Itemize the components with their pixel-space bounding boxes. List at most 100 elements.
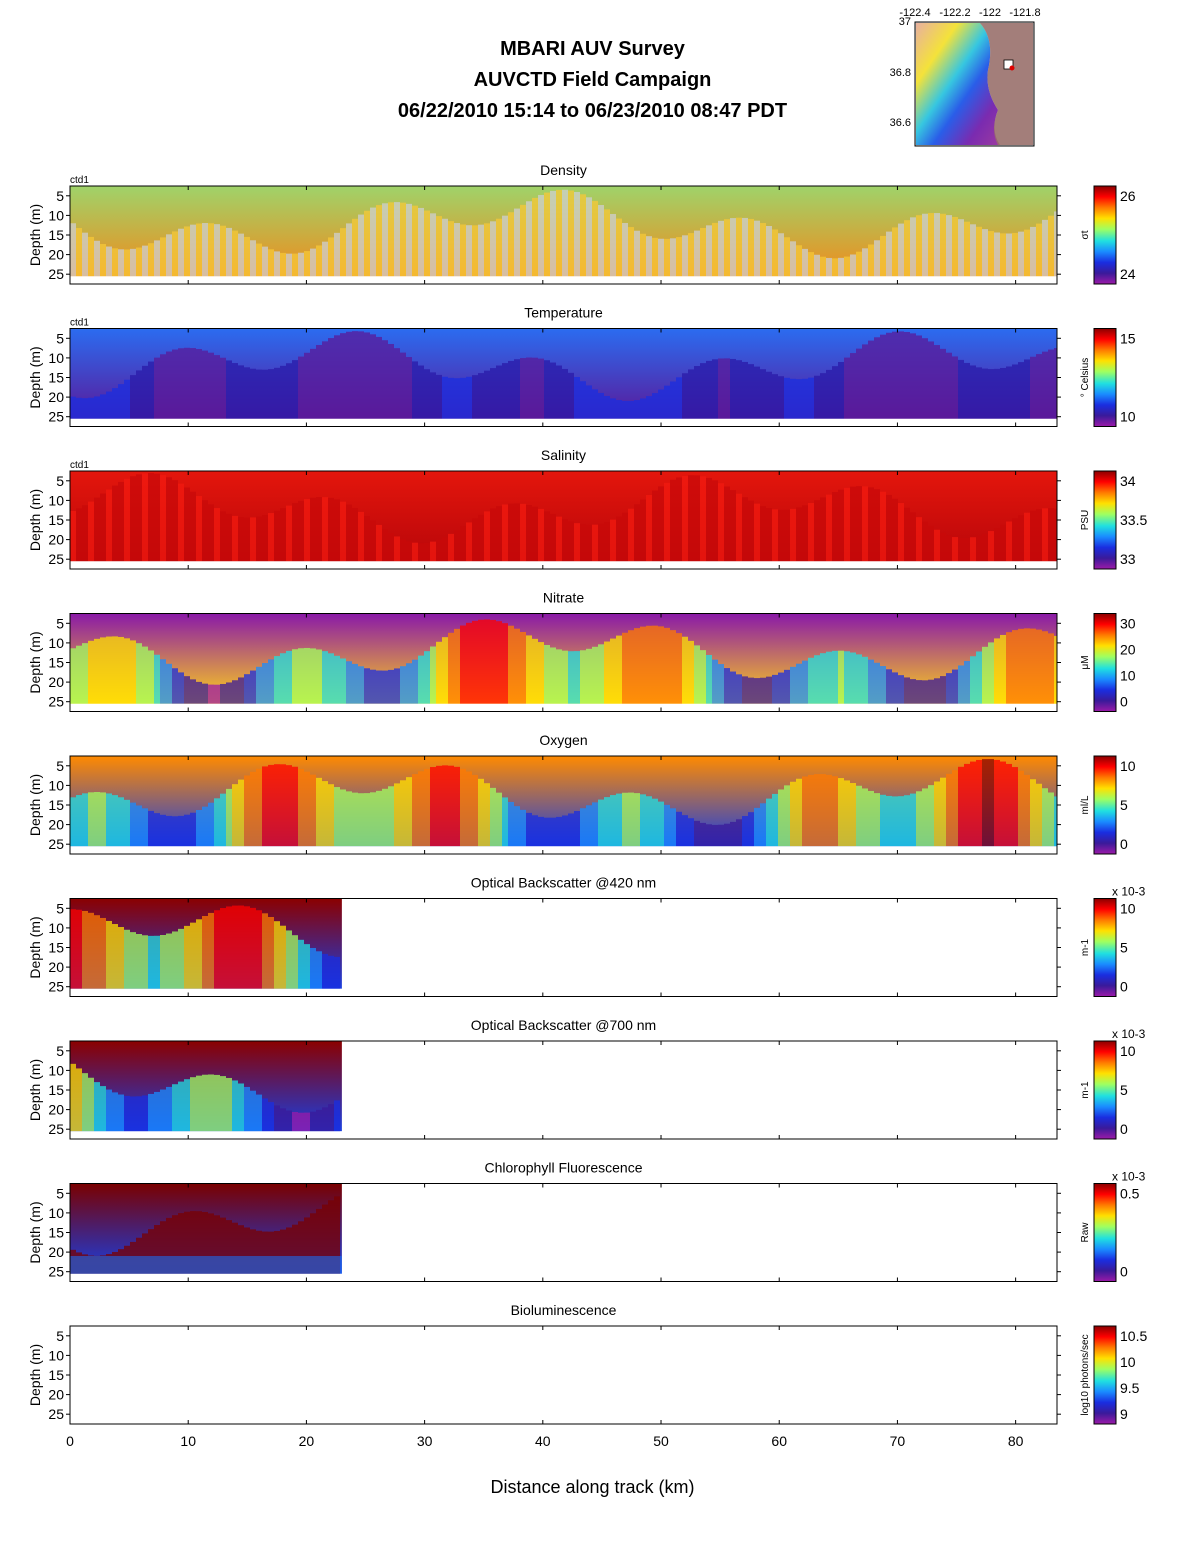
heatmap-cell <box>790 508 796 562</box>
heatmap-cell <box>916 680 922 704</box>
heatmap-cell <box>550 647 556 704</box>
heatmap-cell <box>184 676 190 704</box>
heatmap-cell <box>766 676 772 704</box>
heatmap-cell <box>388 533 394 562</box>
heatmap-field <box>70 186 1057 277</box>
heatmap-cell <box>358 331 364 419</box>
heatmap-cell <box>166 663 172 704</box>
heatmap-cell <box>634 504 640 562</box>
heatmap-cell <box>316 1208 322 1274</box>
heatmap-cell <box>340 333 346 419</box>
depth-tick-label: 10 <box>48 207 64 223</box>
depth-tick-label: 25 <box>48 1406 64 1422</box>
heatmap-cell <box>202 350 208 419</box>
heatmap-cell <box>940 777 946 847</box>
platform-label: ctd1 <box>70 175 89 186</box>
heatmap-cell <box>196 496 202 562</box>
heatmap-cell <box>538 508 544 562</box>
heatmap-cell <box>352 792 358 847</box>
heatmap-cell <box>934 781 940 847</box>
heatmap-cell <box>976 535 982 562</box>
heatmap-cell <box>520 204 526 277</box>
heatmap-cell <box>208 1213 214 1274</box>
heatmap-cell <box>454 378 460 419</box>
heatmap-cell <box>430 372 436 419</box>
colorbar-label: σt <box>1080 230 1091 239</box>
heatmap-cell <box>538 194 544 277</box>
heatmap-cell <box>568 651 574 704</box>
heatmap-cell <box>220 793 226 847</box>
heatmap-cell <box>730 821 736 847</box>
heatmap-cell <box>682 235 688 277</box>
heatmap-cell <box>844 487 850 562</box>
heatmap-cell <box>106 489 112 562</box>
heatmap-cell <box>670 381 676 419</box>
heatmap-cell <box>892 331 898 419</box>
heatmap-cell <box>220 1076 226 1132</box>
heatmap-cell <box>940 532 946 562</box>
heatmap-cell <box>658 486 664 562</box>
heatmap-cell <box>832 650 838 704</box>
heatmap-cell <box>820 774 826 847</box>
heatmap-cell <box>718 220 724 277</box>
heatmap-cell <box>808 377 814 419</box>
heatmap-cell <box>868 487 874 562</box>
heatmap-cell <box>112 795 118 847</box>
heatmap-cell <box>136 933 142 989</box>
heatmap-cell <box>298 252 304 277</box>
heatmap-cell <box>262 515 268 562</box>
heatmap-cell <box>214 508 220 562</box>
heatmap-cell <box>910 679 916 704</box>
heatmap-cell <box>778 376 784 419</box>
heatmap-cell <box>790 666 796 704</box>
heatmap-cell <box>250 1090 256 1132</box>
colorbar-tick-label: 5 <box>1120 1082 1128 1098</box>
heatmap-cell <box>298 648 304 704</box>
heatmap-cell <box>328 1104 334 1132</box>
heatmap-cell <box>256 369 262 419</box>
heatmap-cell <box>472 375 478 419</box>
heatmap-cell <box>178 1213 184 1274</box>
heatmap-cell <box>394 783 400 847</box>
depth-tick-label: 10 <box>48 635 64 651</box>
heatmap-cell <box>484 370 490 419</box>
heatmap-cell <box>160 1089 166 1132</box>
heatmap-cell <box>1048 215 1054 277</box>
heatmap-cell <box>640 499 646 562</box>
heatmap-cell <box>292 1224 298 1274</box>
heatmap-cell <box>820 373 826 419</box>
heatmap-cell <box>208 802 214 847</box>
heatmap-cell <box>682 475 688 562</box>
heatmap-cell <box>676 377 682 419</box>
heatmap-cell <box>556 365 562 419</box>
heatmap-cell <box>592 524 598 562</box>
heatmap-cell <box>652 490 658 562</box>
heatmap-cell <box>784 669 790 704</box>
heatmap-cell <box>88 912 94 989</box>
heatmap-cell <box>340 501 346 562</box>
heatmap-cell <box>190 679 196 704</box>
heatmap-cell <box>928 525 934 562</box>
title-line-2: AUVCTD Field Campaign <box>473 69 712 91</box>
heatmap-cell <box>676 477 682 562</box>
heatmap-cell <box>736 819 742 847</box>
heatmap-cell <box>982 533 988 562</box>
heatmap-cell <box>736 360 742 419</box>
heatmap-cell <box>418 771 424 847</box>
heatmap-cell <box>880 491 886 562</box>
heatmap-cell <box>370 334 376 419</box>
heatmap-cell <box>190 224 196 277</box>
heatmap-cell <box>244 1227 250 1274</box>
colorbar-tick-label: 15 <box>1120 331 1136 347</box>
heatmap-cell <box>412 659 418 704</box>
heatmap-cell <box>250 517 256 562</box>
colorbar <box>1093 185 1117 285</box>
heatmap-cell <box>124 638 130 704</box>
minimap-lon-tick: -122.4 <box>899 7 930 19</box>
heatmap-cell <box>550 513 556 562</box>
heatmap-cell <box>1024 229 1030 277</box>
depth-tick-label: 15 <box>48 370 64 386</box>
heatmap-cell <box>568 372 574 419</box>
heatmap-cell <box>850 353 856 419</box>
heatmap-cell <box>652 393 658 419</box>
